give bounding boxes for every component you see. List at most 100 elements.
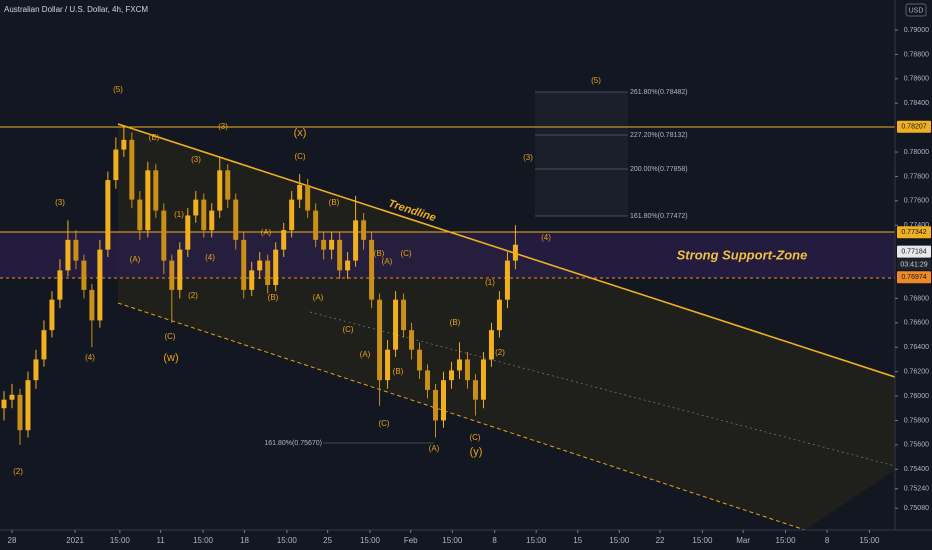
wave-label: (C) <box>400 249 411 258</box>
y-tick-label: 0.75800 <box>904 417 929 424</box>
candle-body <box>353 220 359 261</box>
y-tick-label: 0.75240 <box>904 486 929 493</box>
candle-body <box>1 399 7 409</box>
candle-body <box>257 260 263 271</box>
candle-body <box>25 380 31 431</box>
x-tick-label: 15:00 <box>526 536 547 545</box>
y-tick-label: 0.79000 <box>904 27 929 34</box>
candle-body <box>369 239 375 300</box>
x-tick-label: 15 <box>573 536 582 545</box>
x-tick-label: Feb <box>404 536 418 545</box>
price-marker <box>897 120 931 133</box>
candle-body <box>57 270 63 300</box>
price-marker-label: 0.77184 <box>901 248 926 255</box>
candle-body <box>385 349 391 381</box>
candle-body <box>361 220 367 240</box>
candle-body <box>377 299 383 381</box>
fib-label: 200.00%(0.77858) <box>630 166 688 173</box>
candle-body <box>504 260 510 300</box>
y-tick-label: 0.77400 <box>904 222 929 229</box>
x-tick-label: 8 <box>825 536 830 545</box>
wave-label: (y) <box>470 446 483 458</box>
candle-body <box>417 349 423 371</box>
candle-body <box>185 215 191 250</box>
x-tick-label: 8 <box>492 536 497 545</box>
candle-body <box>305 184 311 211</box>
candle-body <box>129 139 135 200</box>
y-tick-label: 0.78600 <box>904 76 929 83</box>
plot <box>1 125 518 445</box>
candle-body <box>49 299 55 331</box>
candle-body <box>217 170 223 211</box>
wave-label: (4) <box>85 353 95 362</box>
wave-label: (C) <box>294 152 305 161</box>
candle-body <box>393 299 399 350</box>
candle-body <box>265 260 271 286</box>
wave-label: (1) <box>174 210 184 219</box>
channel-fill <box>118 124 895 530</box>
fib-label: 161.80%(0.75670) <box>264 440 322 447</box>
y-tick-label: 0.77800 <box>904 173 929 180</box>
price-marker <box>897 226 931 239</box>
candle-body <box>17 394 23 431</box>
candle-body <box>97 249 103 321</box>
candle-body <box>153 170 159 211</box>
y-tick-label: 0.76800 <box>904 295 929 302</box>
zone-label: Strong Support-Zone <box>677 247 808 262</box>
chart-title: Australian Dollar / U.S. Dollar, 4h, FXC… <box>4 5 148 14</box>
candle-body <box>464 359 470 381</box>
y-tick-label: 0.75400 <box>904 466 929 473</box>
x-tick-label: 28 <box>8 536 17 545</box>
currency-box <box>905 3 927 17</box>
price-marker <box>897 245 931 258</box>
price-marker-label: 0.76974 <box>901 274 926 281</box>
price-marker-label: 0.78207 <box>901 124 926 131</box>
wave-label: (B) <box>393 367 404 376</box>
candle-body <box>472 380 478 400</box>
wave-label: (3) <box>191 155 201 164</box>
candle-body <box>273 249 279 286</box>
x-tick-label: 15:00 <box>609 536 630 545</box>
channel-lower <box>117 302 806 531</box>
fib-label: 227.20%(0.78132) <box>630 132 688 139</box>
wave-label: (B) <box>374 249 385 258</box>
x-tick-label: 15:00 <box>776 536 797 545</box>
wave-label: (A) <box>261 228 272 237</box>
x-tick-label: 2021 <box>66 536 84 545</box>
candle-body <box>137 199 143 231</box>
y-tick-label: 0.75080 <box>904 505 929 512</box>
wave-label: (3) <box>218 122 228 131</box>
wave-label: (A) <box>360 350 371 359</box>
x-tick-label: 15:00 <box>110 536 131 545</box>
countdown-box <box>897 258 931 270</box>
x-tick-label: 11 <box>156 536 165 545</box>
y-tick-label: 0.76400 <box>904 344 929 351</box>
candle-body <box>113 149 119 181</box>
candle-body <box>209 210 215 231</box>
x-tick-label: 15:00 <box>193 536 214 545</box>
wave-label: (w) <box>163 352 178 364</box>
x-tick-label: 15:00 <box>692 536 713 545</box>
candle-body <box>289 199 295 231</box>
candle-body <box>169 260 175 290</box>
wave-label: (C) <box>342 325 353 334</box>
candle-body <box>145 170 151 231</box>
candle-body <box>233 199 239 240</box>
wave-label: (A) <box>382 257 393 266</box>
x-tick-label: 15:00 <box>360 536 381 545</box>
x-tick-label: 18 <box>240 536 249 545</box>
wave-label: (2) <box>188 291 198 300</box>
y-tick-label: 0.75600 <box>904 442 929 449</box>
wave-label: (3) <box>55 198 65 207</box>
candle-body <box>81 260 87 290</box>
wave-label: (4) <box>541 233 551 242</box>
candle-body <box>337 239 343 271</box>
candle-body <box>488 330 494 360</box>
fib-box <box>535 92 628 216</box>
candle-body <box>249 270 255 290</box>
candle-body <box>480 359 486 400</box>
candle-body <box>297 184 303 200</box>
fib-label: 261.80%(0.78482) <box>630 89 688 96</box>
support-zone <box>0 232 895 278</box>
